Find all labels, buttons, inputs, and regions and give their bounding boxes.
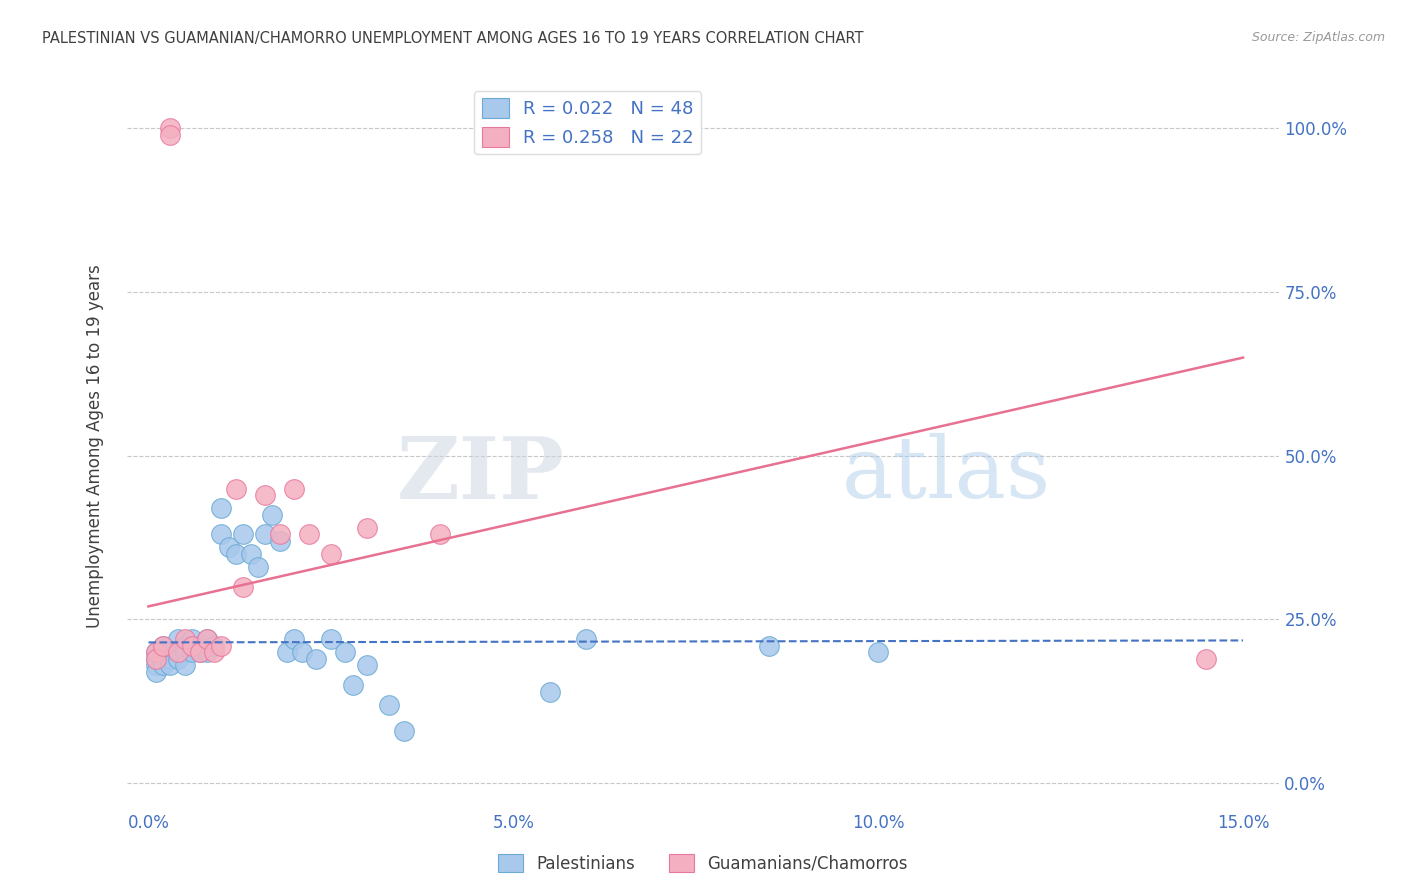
Point [356, 521, 378, 535]
Point [152, 652, 174, 666]
Point [174, 639, 197, 653]
Point [195, 645, 218, 659]
Point [152, 645, 174, 659]
Point [166, 645, 188, 659]
Point [159, 658, 181, 673]
Point [195, 632, 218, 647]
Point [159, 652, 181, 666]
Point [159, 128, 181, 142]
Point [174, 658, 197, 673]
Point [188, 639, 211, 653]
Y-axis label: Unemployment Among Ages 16 to 19 years: Unemployment Among Ages 16 to 19 years [86, 264, 104, 628]
Text: atlas: atlas [841, 433, 1050, 516]
Point [145, 665, 167, 679]
Point [232, 580, 254, 594]
Point [159, 645, 181, 659]
Point [392, 723, 415, 738]
Point [335, 645, 357, 659]
Point [758, 639, 780, 653]
Point [202, 645, 225, 659]
Point [202, 639, 225, 653]
Point [145, 645, 167, 659]
Point [218, 541, 240, 555]
Point [538, 684, 561, 698]
Point [269, 527, 291, 541]
Text: Source: ZipAtlas.com: Source: ZipAtlas.com [1251, 31, 1385, 45]
Point [868, 645, 890, 659]
Point [319, 632, 342, 647]
Point [181, 639, 204, 653]
Point [209, 639, 232, 653]
Point [246, 560, 269, 574]
Point [225, 547, 247, 561]
Point [195, 632, 218, 647]
Point [291, 645, 314, 659]
Point [239, 547, 262, 561]
Point [319, 547, 342, 561]
Point [159, 121, 181, 136]
Point [174, 645, 197, 659]
Point [152, 639, 174, 653]
Point [145, 652, 167, 666]
Point [298, 527, 321, 541]
Legend: Palestinians, Guamanians/Chamorros: Palestinians, Guamanians/Chamorros [492, 847, 914, 880]
Point [174, 632, 197, 647]
Point [254, 527, 277, 541]
Point [429, 527, 451, 541]
Point [269, 533, 291, 548]
Point [283, 632, 305, 647]
Point [152, 639, 174, 653]
Point [575, 632, 598, 647]
Point [145, 658, 167, 673]
Point [1195, 652, 1218, 666]
Point [166, 632, 188, 647]
Point [181, 632, 204, 647]
Point [232, 527, 254, 541]
Point [342, 678, 364, 692]
Point [145, 652, 167, 666]
Point [254, 488, 277, 502]
Legend: R = 0.022   N = 48, R = 0.258   N = 22: R = 0.022 N = 48, R = 0.258 N = 22 [474, 91, 702, 154]
Point [305, 652, 328, 666]
Point [152, 658, 174, 673]
Text: ZIP: ZIP [396, 433, 565, 516]
Point [188, 645, 211, 659]
Point [166, 652, 188, 666]
Point [188, 645, 211, 659]
Point [181, 645, 204, 659]
Point [145, 645, 167, 659]
Point [262, 508, 284, 522]
Point [225, 482, 247, 496]
Point [378, 698, 401, 712]
Text: PALESTINIAN VS GUAMANIAN/CHAMORRO UNEMPLOYMENT AMONG AGES 16 TO 19 YEARS CORRELA: PALESTINIAN VS GUAMANIAN/CHAMORRO UNEMPL… [42, 31, 863, 46]
Point [276, 645, 298, 659]
Point [166, 645, 188, 659]
Point [356, 658, 378, 673]
Point [283, 482, 305, 496]
Point [209, 527, 232, 541]
Point [209, 501, 232, 516]
